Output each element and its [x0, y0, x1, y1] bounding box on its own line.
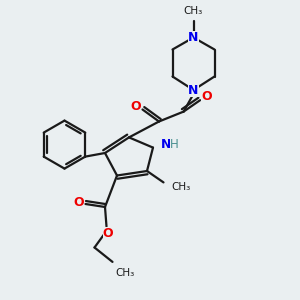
Text: CH₃: CH₃ [116, 268, 135, 278]
Text: O: O [201, 90, 212, 103]
Text: H: H [169, 137, 178, 151]
Text: N: N [160, 137, 171, 151]
Text: O: O [74, 196, 84, 209]
Text: O: O [130, 100, 141, 113]
Text: N: N [188, 31, 199, 44]
Text: CH₃: CH₃ [171, 182, 190, 192]
Text: CH₃: CH₃ [184, 7, 203, 16]
Text: N: N [188, 83, 199, 97]
Text: O: O [103, 226, 113, 240]
